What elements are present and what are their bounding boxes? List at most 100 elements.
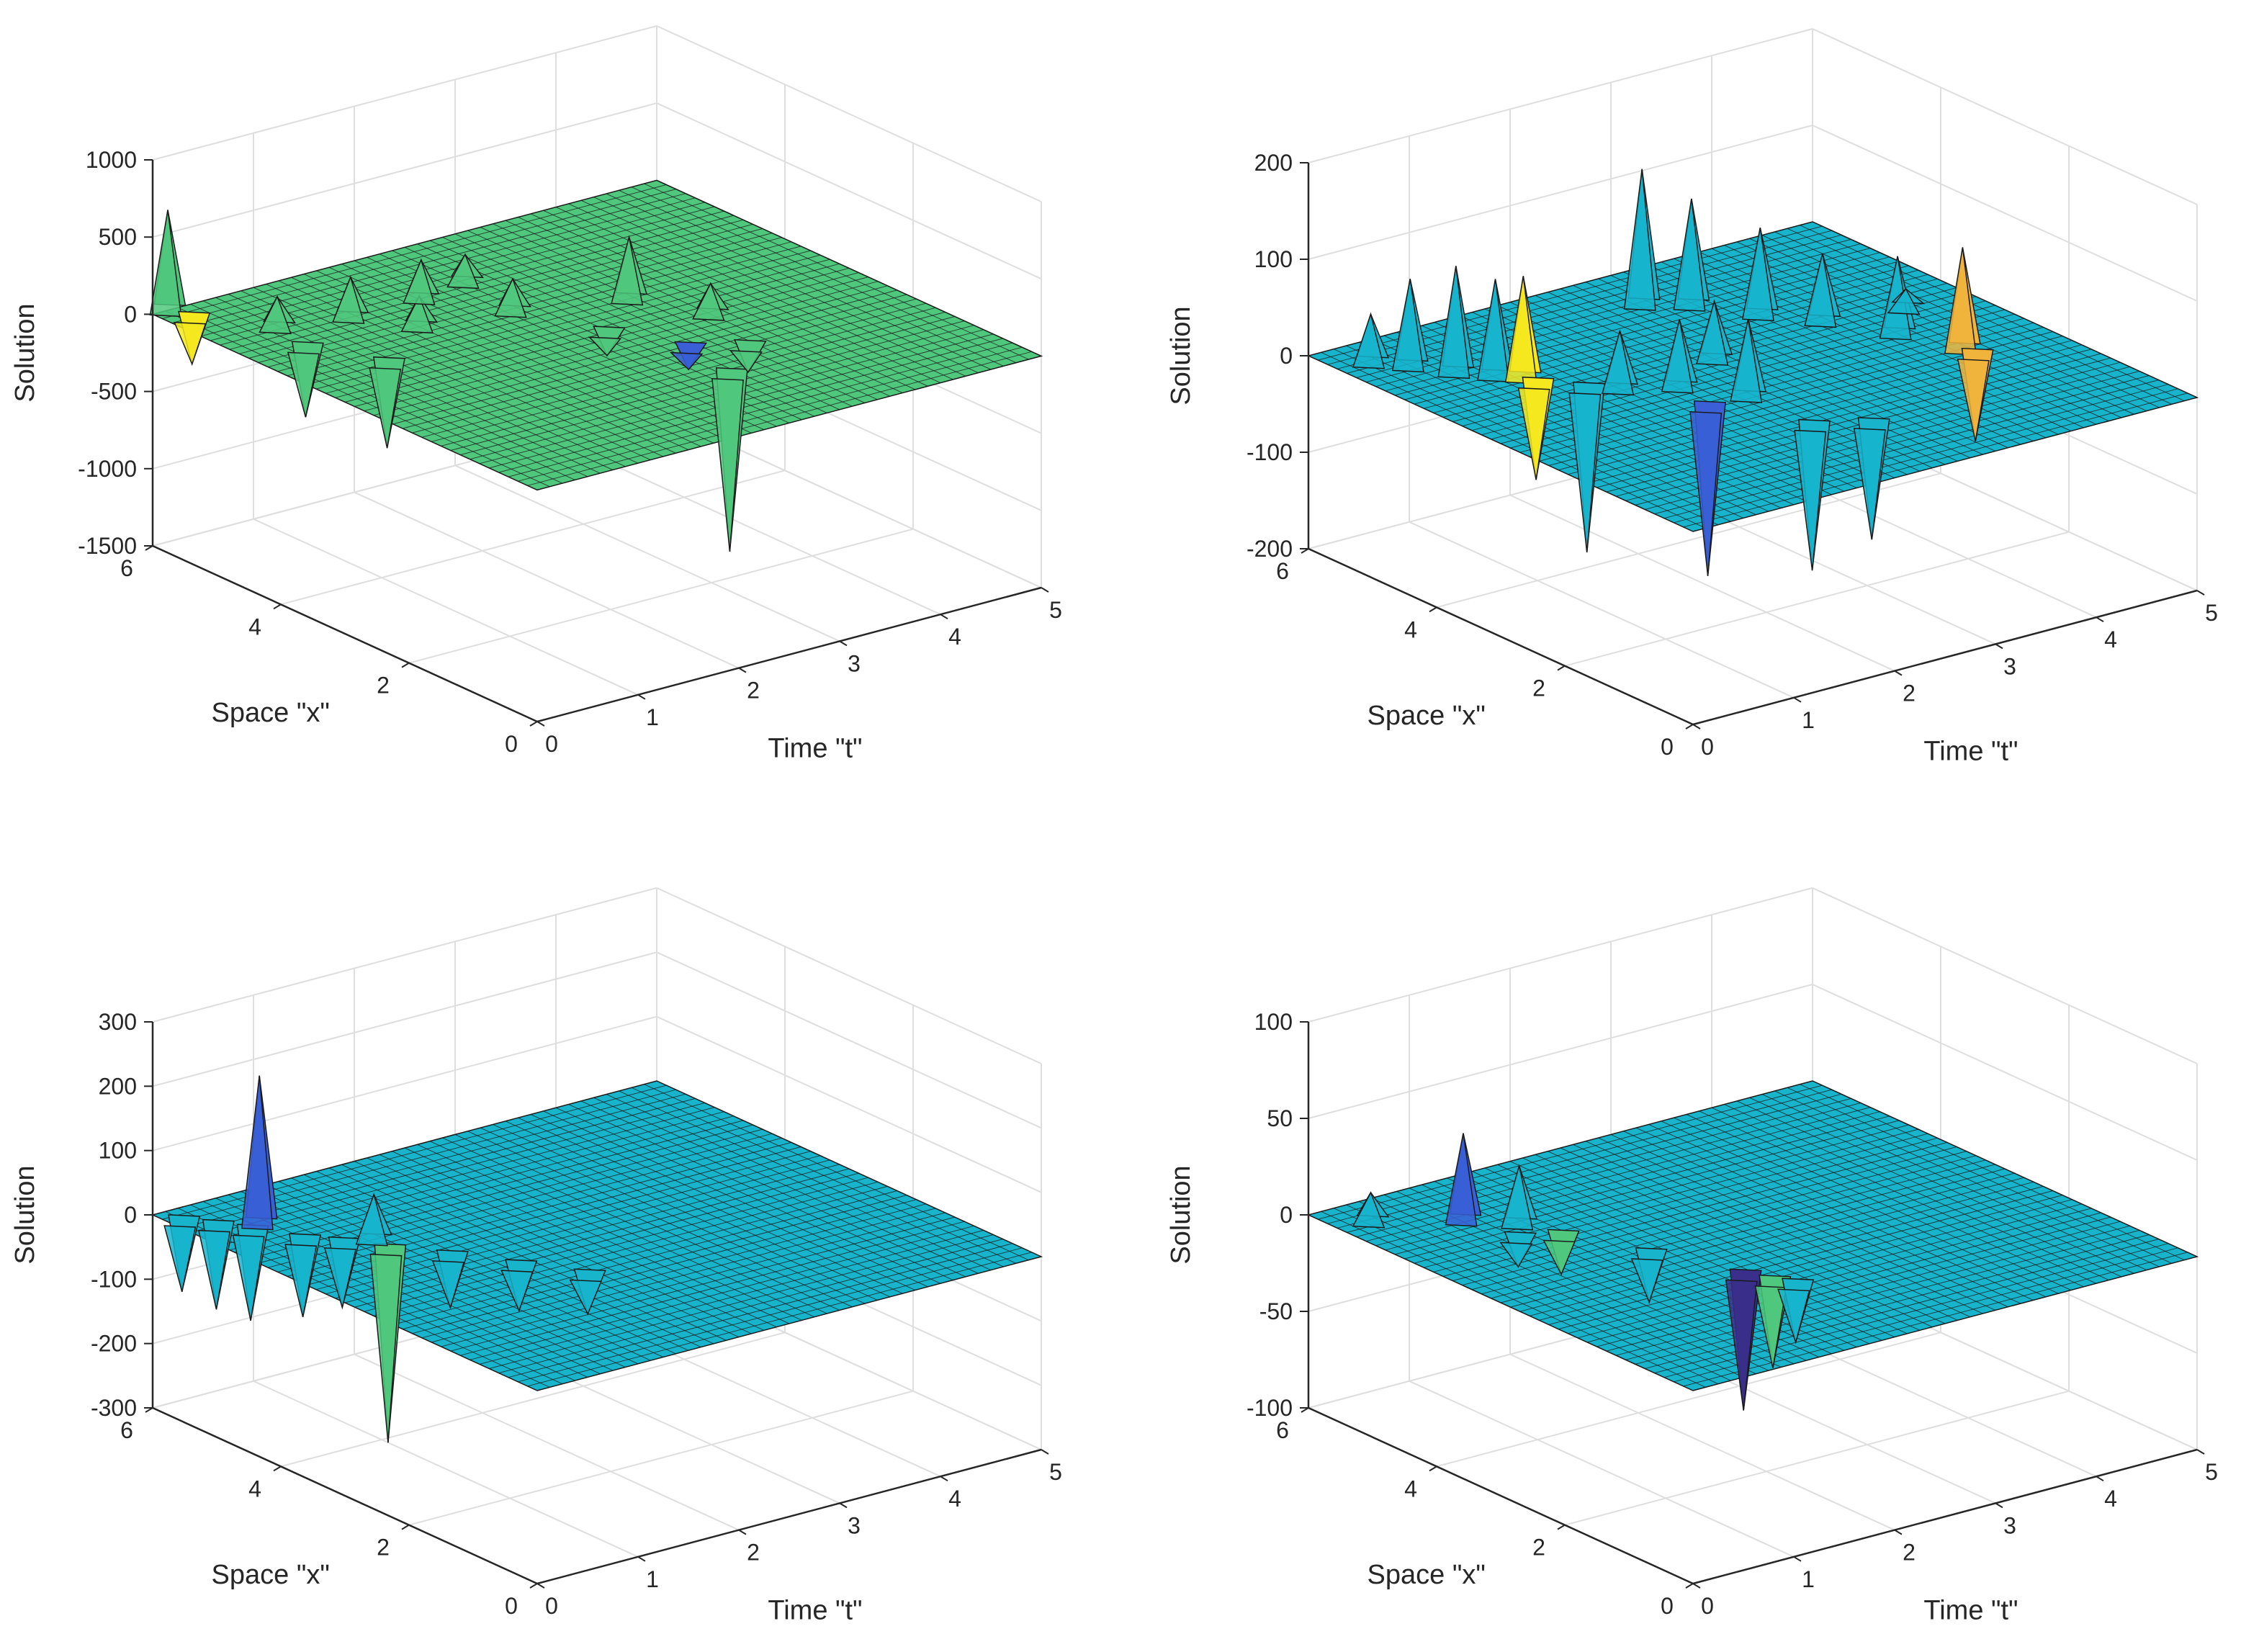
time-tick-label: 4: [948, 1486, 961, 1512]
spike-5-face: [1499, 1242, 1533, 1268]
space-tick-mark: [273, 603, 282, 610]
mesh-line-x: [450, 316, 955, 451]
grid-t-floor: [253, 518, 639, 696]
mesh-line-x: [1452, 1146, 1957, 1281]
time-tick-mark: [1894, 670, 1903, 676]
solution-tick-label: -300: [91, 1395, 137, 1421]
mesh-line-x: [1577, 344, 2082, 480]
spike-8-face: [1689, 411, 1723, 576]
mesh-line-x: [1529, 1181, 2034, 1316]
time-tick-label: 5: [1049, 597, 1062, 623]
grid-x-floor: [1436, 472, 1941, 609]
grid-z-back-wall: [1812, 28, 2198, 205]
solution-tick-label: -200: [1247, 536, 1293, 562]
spike-18-face: [1804, 253, 1837, 328]
space-tick-label: 6: [120, 1417, 133, 1443]
mesh-line-x: [239, 1120, 744, 1255]
mesh-line-x: [450, 1216, 955, 1352]
grid-z-left-wall: [152, 1015, 657, 1152]
space-tick-mark: [1429, 606, 1437, 613]
solution-tick-label: 100: [1254, 1009, 1293, 1035]
space-tick-label: 2: [377, 1535, 390, 1561]
space-tick-label: 0: [505, 1593, 518, 1619]
mesh-line-x: [412, 298, 917, 434]
mesh-line-x: [1596, 353, 2101, 488]
grid-t-floor: [454, 464, 840, 642]
spike-2-face: [197, 1229, 230, 1310]
time-tick-mark: [2196, 1449, 2205, 1455]
time-tick-label: 0: [1701, 734, 1714, 760]
spike-10-face: [494, 277, 527, 318]
solution-axis-label: Solution: [1166, 306, 1196, 405]
spike-4-face: [287, 351, 320, 418]
mesh-line-x: [1519, 1177, 2024, 1312]
time-tick-mark: [2196, 590, 2205, 596]
time-tick-label: 2: [1903, 1540, 1916, 1566]
time-tick-label: 0: [545, 731, 558, 757]
space-tick-label: 2: [1532, 1535, 1545, 1561]
space-tick-label: 0: [1661, 734, 1674, 760]
space-tick-mark: [1557, 1524, 1566, 1530]
solution-axis-label: Solution: [10, 303, 40, 402]
spike-7-face: [1568, 392, 1602, 553]
time-axis-line: [536, 1448, 1042, 1585]
mesh-line-x: [1414, 1128, 1918, 1264]
mesh-line-x: [1635, 1229, 2140, 1365]
mesh-line-x: [498, 338, 1003, 473]
axes: [151, 160, 1042, 723]
time-tick-label: 1: [646, 1566, 659, 1592]
mesh-line-x: [1385, 1115, 1890, 1251]
mesh-line-x: [1558, 1195, 2063, 1330]
space-tick-label: 4: [1404, 616, 1417, 642]
mesh-line-x: [1596, 1212, 2101, 1347]
mesh-line-x: [277, 237, 782, 372]
solution-tick-label: -1000: [78, 456, 137, 482]
space-tick-mark: [1685, 724, 1694, 730]
mesh-line-x: [162, 184, 667, 319]
mesh-line-x: [460, 320, 965, 456]
grid-z-back-wall: [1812, 887, 2198, 1064]
mesh-line-x: [344, 1168, 850, 1303]
time-tick-label: 3: [848, 1512, 861, 1538]
mesh-line-x: [441, 311, 946, 446]
grid-z-left-wall: [152, 951, 657, 1087]
grid-x-floor: [280, 1332, 786, 1468]
time-axis-line: [1692, 589, 2198, 726]
tick-labels: 0 1 2 3 4 5 0 2 4 6-1500 -1000 -500 0 500 1000: [78, 147, 1062, 757]
chart-panel-3: 0 1 2 3 4 5 0 2 4 6-300 -200 -100 0 100 200 300 Time "t"…: [10, 887, 1062, 1625]
time-tick-label: 2: [747, 678, 760, 704]
mesh-line-x: [421, 302, 926, 438]
mesh-line-x: [1347, 1097, 1851, 1233]
spike-7-face: [1725, 1279, 1758, 1411]
space-tick-label: 4: [248, 614, 261, 639]
spike-21-face: [1957, 359, 1990, 442]
grid-t-floor: [1409, 1380, 1795, 1558]
grid-t-floor: [1409, 521, 1795, 699]
mesh-line-x: [1645, 375, 2150, 510]
space-axis-line: [1308, 1406, 1694, 1585]
space-tick-label: 4: [1404, 1476, 1417, 1501]
grid-z-back-wall: [1812, 125, 2198, 302]
space-axis-label: Space "x": [1367, 701, 1486, 731]
spike-9-face: [1602, 331, 1635, 396]
time-tick-mark: [1793, 1556, 1802, 1562]
space-tick-label: 0: [1661, 1593, 1674, 1619]
space-tick-label: 2: [1532, 675, 1545, 701]
spike-4-face: [241, 1075, 274, 1231]
mesh-line-x: [412, 1199, 917, 1334]
time-tick-mark: [1995, 1502, 2003, 1509]
mesh-line-x: [210, 1107, 715, 1242]
spike-17-face: [1741, 227, 1774, 321]
mesh-line-x: [431, 307, 936, 442]
grid-x-floor: [1564, 531, 2070, 667]
mesh-line-x: [287, 241, 792, 377]
space-tick-label: 6: [120, 555, 133, 581]
time-tick-label: 3: [2003, 653, 2016, 679]
spike-12-face: [692, 282, 725, 321]
mesh-line-x: [498, 1239, 1003, 1374]
mesh-line-x: [1645, 1234, 2150, 1369]
spike-2-face: [1391, 279, 1424, 373]
spike-13-face: [1794, 429, 1827, 571]
